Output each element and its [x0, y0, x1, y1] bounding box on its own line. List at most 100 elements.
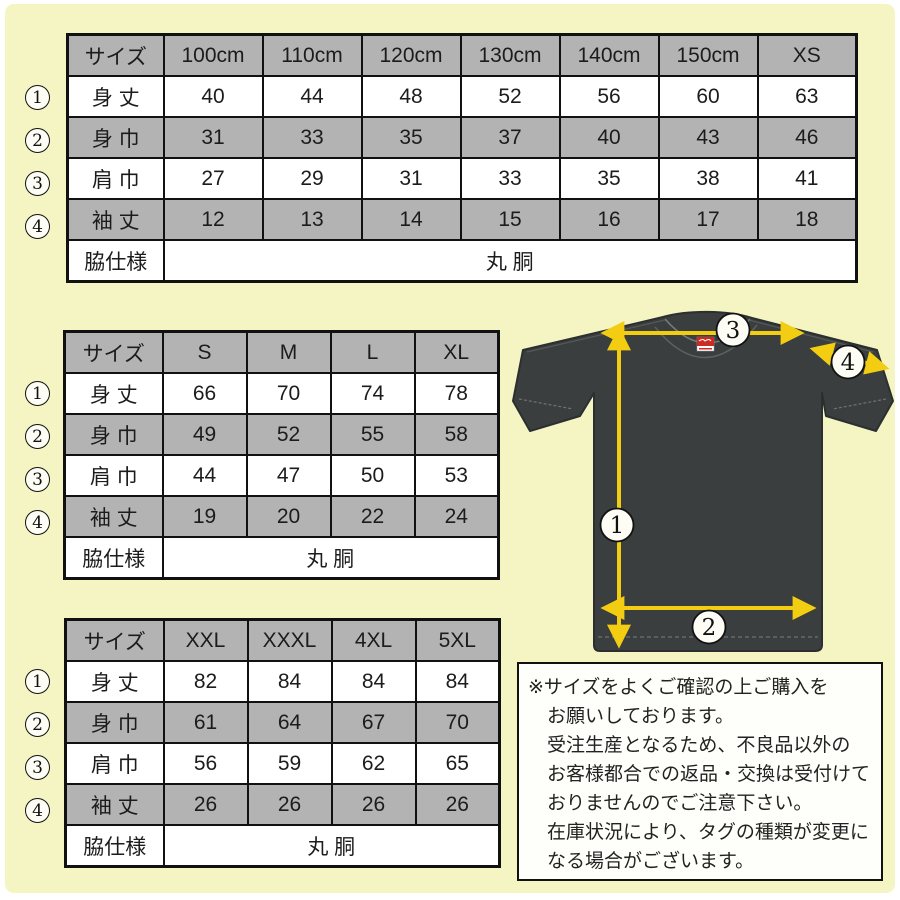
size-table-kids: サイズ 100cm 110cm 120cm 130cm 140cm 150cm … [66, 33, 858, 283]
cell: 70 [245, 372, 332, 415]
row-label: 袖 丈 [63, 495, 164, 538]
cell: 16 [558, 198, 660, 241]
table-footer-row: 脇仕様 丸 胴 [64, 824, 501, 868]
cell: 65 [414, 742, 501, 785]
footer-value: 丸 胴 [162, 239, 858, 283]
notice-line: 受注生産となるため、不良品以外の [547, 735, 851, 756]
cell: 29 [261, 157, 363, 200]
row-label: 肩 巾 [64, 742, 165, 785]
cell: 38 [657, 157, 759, 200]
header-cell: 140cm [558, 33, 660, 77]
table-row: 身 丈 40 44 48 52 56 60 63 [66, 75, 858, 118]
row-label: 身 丈 [66, 75, 165, 118]
cell: 31 [360, 157, 462, 200]
header-cell: XXL [162, 618, 249, 662]
header-cell: 130cm [459, 33, 561, 77]
row-label: 身 丈 [63, 372, 164, 415]
header-cell: 5XL [414, 618, 501, 662]
header-cell: サイズ [63, 330, 164, 374]
row-label: 肩 巾 [66, 157, 165, 200]
cell: 22 [329, 495, 416, 538]
notice-line: お客様都合での返品・交換は受付けて [547, 764, 871, 785]
cell: 37 [459, 116, 561, 159]
notice-line: なる場合がございます。 [547, 851, 755, 872]
table-row: 肩 巾 27 29 31 33 35 38 41 [66, 157, 858, 200]
cell: 74 [329, 372, 416, 415]
row-label: 身 巾 [63, 413, 164, 456]
cell: 58 [413, 413, 500, 456]
cell: 33 [459, 157, 561, 200]
table-row: 身 丈 82 84 84 84 [64, 660, 501, 703]
header-cell: XS [756, 33, 858, 77]
cell: 40 [162, 75, 264, 118]
cell: 15 [459, 198, 561, 241]
cell: 61 [162, 701, 249, 744]
notice-line: おりませんのでご注意下さい。 [547, 793, 813, 814]
row-marker-2: 2 [25, 712, 50, 737]
header-cell: 120cm [360, 33, 462, 77]
cell: 84 [414, 660, 501, 703]
cell: 67 [330, 701, 417, 744]
size-table-plus: サイズ XXL XXXL 4XL 5XL 身 丈 82 84 84 84 身 巾… [64, 618, 501, 868]
row-label: 袖 丈 [66, 198, 165, 241]
svg-text:4: 4 [841, 350, 856, 376]
tshirt-measurement-diagram: 3 4 1 2 [505, 305, 900, 655]
cell: 19 [161, 495, 248, 538]
row-marker-3: 3 [25, 467, 50, 492]
footer-value: 丸 胴 [161, 536, 500, 580]
cell: 56 [162, 742, 249, 785]
cell: 27 [162, 157, 264, 200]
cell: 26 [246, 783, 333, 826]
header-cell: 150cm [657, 33, 759, 77]
cell: 52 [245, 413, 332, 456]
row-label: 肩 巾 [63, 454, 164, 497]
row-marker-4: 4 [25, 798, 50, 823]
footer-value: 丸 胴 [162, 824, 501, 868]
cell: 62 [330, 742, 417, 785]
cell: 13 [261, 198, 363, 241]
header-cell: L [329, 330, 416, 374]
cell: 17 [657, 198, 759, 241]
row-marker-3: 3 [25, 171, 50, 196]
cell: 24 [413, 495, 500, 538]
header-cell: XXXL [246, 618, 333, 662]
row-label: 身 巾 [64, 701, 165, 744]
cell: 33 [261, 116, 363, 159]
row-marker-1: 1 [25, 669, 50, 694]
table-row: 身 丈 66 70 74 78 [63, 372, 500, 415]
cell: 44 [261, 75, 363, 118]
diagram-marker-2: 2 [691, 609, 727, 645]
cell: 18 [756, 198, 858, 241]
sleeve-stitch-right [832, 398, 887, 410]
cell: 41 [756, 157, 858, 200]
sleeve-stitch-left [518, 398, 574, 410]
header-cell: M [245, 330, 332, 374]
table-row: 袖 丈 26 26 26 26 [64, 783, 501, 826]
header-cell: サイズ [64, 618, 165, 662]
cell: 31 [162, 116, 264, 159]
header-cell: 100cm [162, 33, 264, 77]
diagram-marker-4: 4 [830, 344, 866, 380]
purchase-notice-box: ※サイズをよくご確認の上ご購入を お願いしております。 受注生産となるため、不良… [517, 662, 883, 881]
notice-line: 在庫状況により、タグの種類が変更に [547, 822, 869, 843]
cell: 59 [246, 742, 333, 785]
cell: 70 [414, 701, 501, 744]
cell: 14 [360, 198, 462, 241]
cell: 53 [413, 454, 500, 497]
table-row: 肩 巾 56 59 62 65 [64, 742, 501, 785]
cell: 35 [360, 116, 462, 159]
size-table-adult: サイズ S M L XL 身 丈 66 70 74 78 身 巾 49 52 5… [63, 330, 500, 580]
row-marker-1: 1 [25, 381, 50, 406]
cell: 84 [330, 660, 417, 703]
table-header-row: サイズ S M L XL [63, 330, 500, 374]
cell: 20 [245, 495, 332, 538]
table-footer-row: 脇仕様 丸 胴 [66, 239, 858, 283]
row-marker-2: 2 [25, 424, 50, 449]
row-marker-1: 1 [25, 85, 50, 110]
table-header-row: サイズ 100cm 110cm 120cm 130cm 140cm 150cm … [66, 33, 858, 77]
cell: 47 [245, 454, 332, 497]
cell: 48 [360, 75, 462, 118]
cell: 35 [558, 157, 660, 200]
row-label: 脇仕様 [66, 239, 165, 283]
